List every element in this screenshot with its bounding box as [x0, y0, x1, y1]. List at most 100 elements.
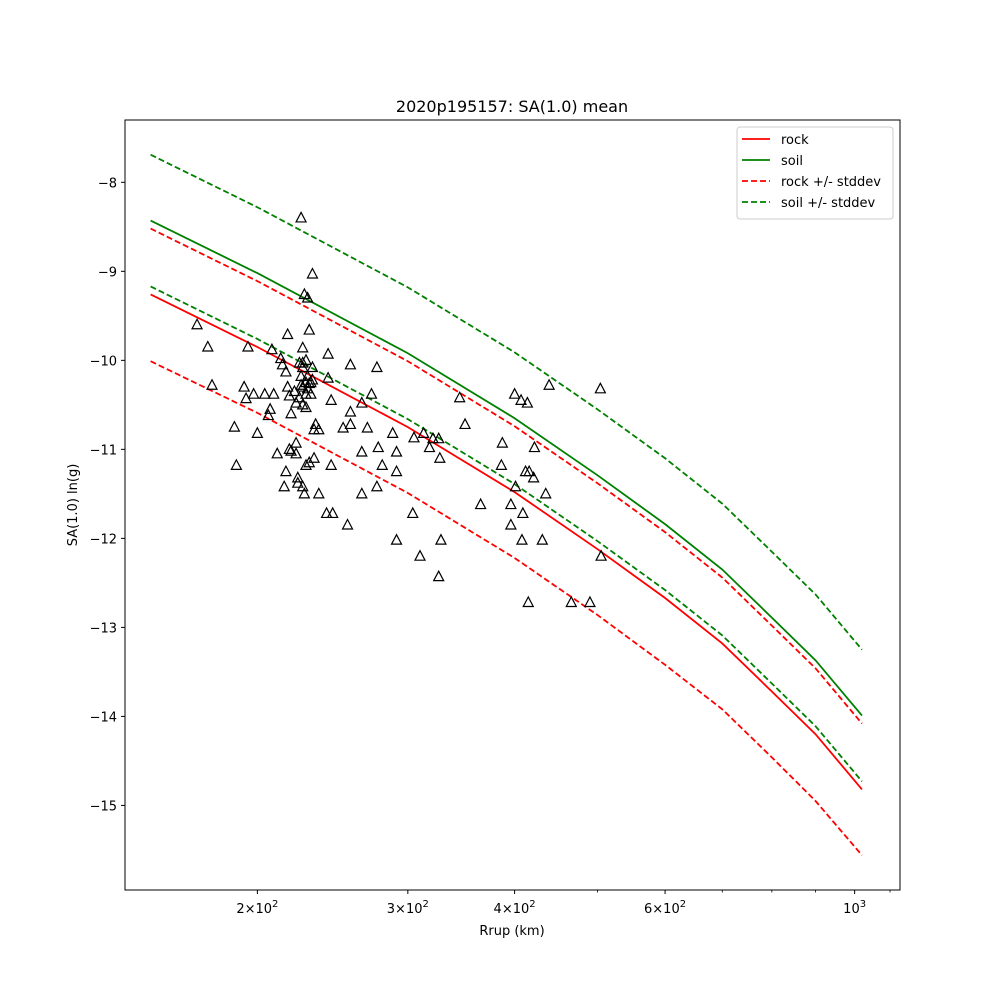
data-point-triangle: [432, 569, 445, 582]
data-point-triangle: [390, 464, 403, 477]
data-point-triangle: [312, 487, 325, 499]
legend: rock soil rock +/- stddev soil +/- stddev: [736, 126, 894, 220]
data-point-triangle: [474, 497, 487, 510]
data-point-triangle: [595, 549, 608, 561]
data-point-triangle: [496, 436, 509, 448]
data-point-triangle: [304, 387, 317, 399]
data-point-triangle: [365, 387, 378, 399]
data-point-triangle: [303, 376, 316, 389]
data-point-triangle: [583, 595, 596, 608]
data-point-triangle: [295, 211, 308, 223]
legend-box: [736, 126, 894, 220]
data-point-triangle: [298, 487, 311, 499]
data-point-triangle: [509, 479, 522, 492]
data-point-triangle: [285, 444, 298, 456]
data-point-triangle: [288, 384, 301, 397]
legend-label: soil +/- stddev: [781, 196, 876, 211]
y-tick-label: −15: [90, 799, 117, 814]
y-tick-label: −12: [90, 532, 117, 547]
data-point-triangle: [594, 382, 607, 394]
data-point-triangle: [565, 595, 578, 608]
axes-frame: [124, 119, 901, 891]
y-tick-label: −8: [98, 176, 117, 191]
data-point-triangle: [322, 371, 335, 383]
data-point-triangle: [301, 291, 314, 303]
y-tick-label: −14: [90, 710, 117, 725]
data-point-triangle: [230, 458, 243, 470]
data-point-triangle: [370, 479, 383, 492]
data-point-triangle: [279, 464, 292, 477]
data-point-triangle: [306, 267, 319, 279]
data-point-triangle: [295, 378, 308, 390]
data-point-triangle: [414, 549, 427, 561]
data-point-triangle: [299, 353, 312, 365]
data-point-triangle: [344, 417, 357, 430]
data-point-triangle: [386, 426, 399, 438]
legend-label: rock: [781, 133, 809, 148]
data-point-triangle: [228, 420, 241, 432]
data-point-triangle: [515, 393, 528, 406]
data-point-triangle: [433, 451, 446, 463]
data-point-triangle: [306, 373, 319, 385]
data-point-triangle: [267, 387, 280, 399]
data-point-triangle: [191, 317, 204, 330]
data-point-triangle: [258, 387, 271, 399]
x-tick-label: 6×102: [644, 899, 686, 917]
data-point-triangle: [355, 445, 368, 457]
data-point-triangle: [376, 458, 389, 470]
data-point-triangle: [521, 396, 534, 408]
data-point-triangle: [453, 390, 466, 403]
data-point-triangle: [291, 471, 304, 483]
data-point-triangle: [407, 431, 420, 443]
data-point-triangle: [295, 369, 308, 381]
data-point-triangle: [355, 396, 368, 408]
data-point-triangle: [355, 487, 368, 499]
data-point-triangle: [281, 327, 294, 340]
data-point-triangle: [528, 440, 541, 453]
data-point-triangle: [515, 533, 528, 545]
data-point-triangle: [308, 451, 321, 463]
data-point-triangle: [390, 445, 403, 457]
y-tick-label: −11: [90, 443, 117, 458]
data-point-triangle: [271, 447, 284, 459]
tick-layer: −8 −9 −10 −11 −12 −13 −14 −15 2×102 3×102 4×102 6×1…: [90, 176, 891, 917]
data-point-triangle: [241, 340, 254, 352]
data-point-triangle: [370, 360, 383, 373]
data-point-triangle: [290, 447, 303, 459]
y-tick-label: −9: [98, 265, 117, 280]
data-point-triangle: [278, 479, 291, 492]
chart-title: 2020p195157: SA(1.0) mean: [396, 97, 628, 116]
data-point-triangle: [299, 458, 312, 470]
data-point-triangle: [279, 365, 292, 377]
data-point-triangle: [322, 347, 335, 359]
x-tick-label: 4×102: [494, 899, 536, 917]
data-point-triangle: [527, 471, 540, 483]
y-axis-label: SA(1.0) ln(g): [66, 464, 81, 547]
data-point-triangle: [262, 408, 275, 421]
legend-label: rock +/- stddev: [781, 175, 881, 190]
plot-layer: [150, 153, 863, 856]
data-point-triangle: [504, 518, 517, 530]
data-point-triangle: [247, 387, 260, 399]
data-point-triangle: [265, 342, 278, 355]
data-point-triangle: [423, 440, 436, 453]
data-point-triangle: [459, 417, 472, 430]
data-point-triangle: [296, 341, 309, 353]
data-point-triangle: [516, 506, 529, 519]
series-line-1: [150, 219, 863, 717]
data-point-triangle: [543, 378, 556, 390]
data-point-triangle: [406, 506, 419, 519]
x-axis-label: Rrup (km): [479, 924, 544, 939]
y-tick-label: −13: [90, 621, 117, 636]
data-point-triangle: [312, 422, 325, 435]
data-point-triangle: [417, 426, 430, 438]
data-point-triangle: [299, 400, 312, 413]
data-point-triangle: [285, 406, 298, 419]
data-point-triangle: [344, 358, 357, 370]
data-point-triangle: [281, 380, 294, 392]
series-line-0: [150, 293, 863, 790]
data-point-triangle: [325, 458, 338, 470]
data-point-triangle: [309, 417, 322, 430]
